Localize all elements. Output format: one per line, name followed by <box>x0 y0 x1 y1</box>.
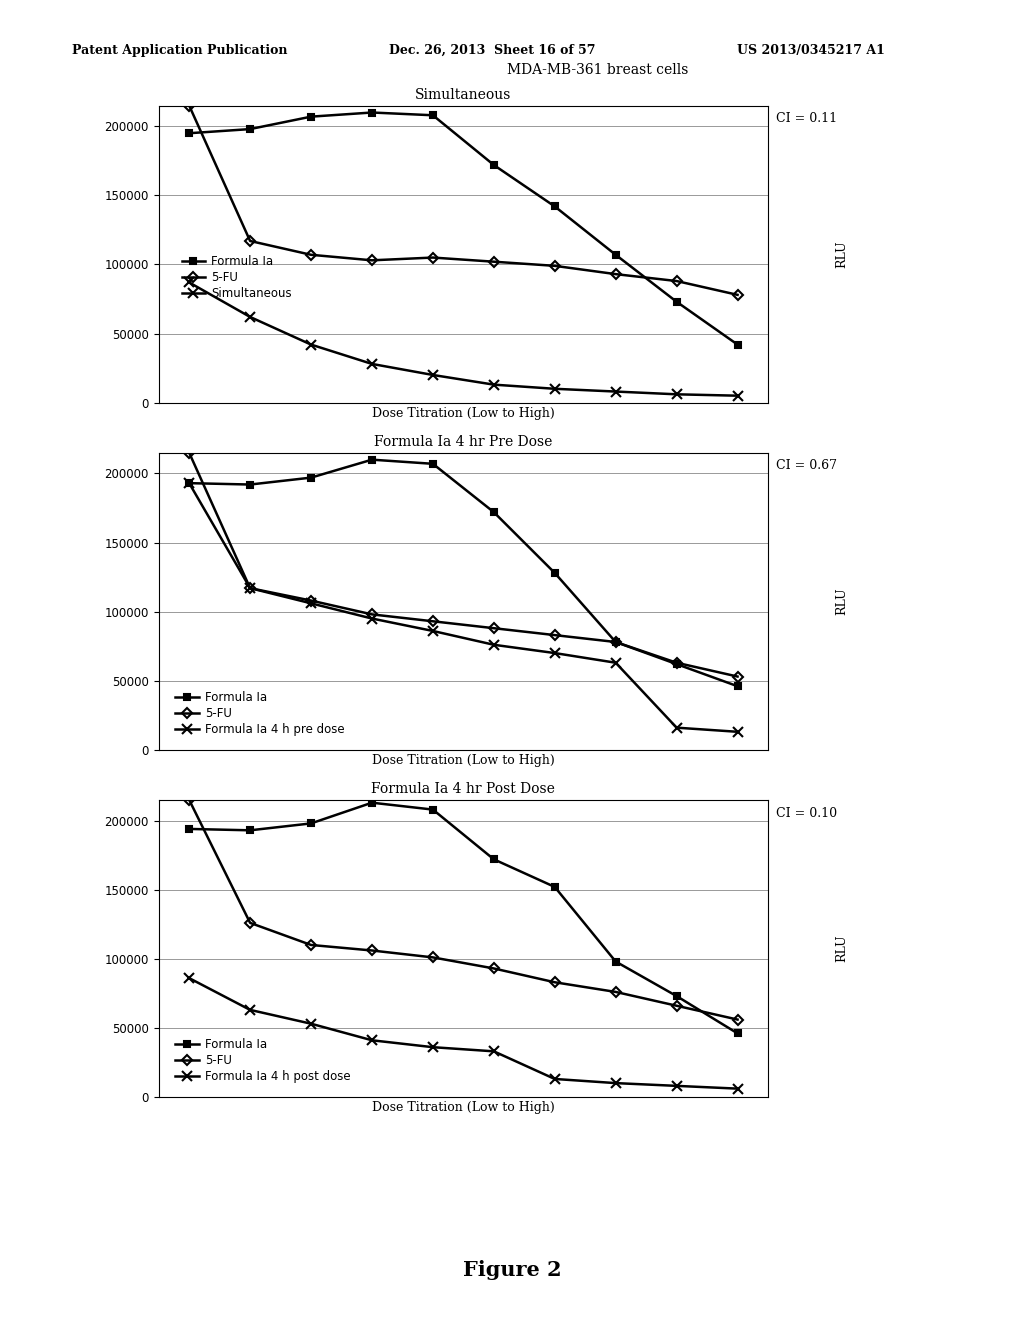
Title: Formula Ia 4 hr Pre Dose: Formula Ia 4 hr Pre Dose <box>374 434 553 449</box>
Text: Figure 2: Figure 2 <box>463 1259 561 1280</box>
Legend: Formula Ia, 5-FU, Formula Ia 4 h post dose: Formula Ia, 5-FU, Formula Ia 4 h post do… <box>171 1034 355 1088</box>
X-axis label: Dose Titration (Low to High): Dose Titration (Low to High) <box>372 754 555 767</box>
Text: Dec. 26, 2013  Sheet 16 of 57: Dec. 26, 2013 Sheet 16 of 57 <box>389 44 596 57</box>
Text: RLU: RLU <box>836 240 848 268</box>
Legend: Formula Ia, 5-FU, Formula Ia 4 h pre dose: Formula Ia, 5-FU, Formula Ia 4 h pre dos… <box>171 686 349 741</box>
X-axis label: Dose Titration (Low to High): Dose Titration (Low to High) <box>372 1101 555 1114</box>
Text: RLU: RLU <box>836 935 848 962</box>
Text: CI = 0.11: CI = 0.11 <box>776 112 838 125</box>
Text: RLU: RLU <box>836 587 848 615</box>
Text: US 2013/0345217 A1: US 2013/0345217 A1 <box>737 44 885 57</box>
Text: Patent Application Publication: Patent Application Publication <box>72 44 287 57</box>
Text: MDA-MB-361 breast cells: MDA-MB-361 breast cells <box>507 62 688 77</box>
Text: CI = 0.10: CI = 0.10 <box>776 807 838 820</box>
Title: Simultaneous: Simultaneous <box>415 87 512 102</box>
X-axis label: Dose Titration (Low to High): Dose Titration (Low to High) <box>372 407 555 420</box>
Text: CI = 0.67: CI = 0.67 <box>776 459 838 473</box>
Legend: Formula Ia, 5-FU, Simultaneous: Formula Ia, 5-FU, Simultaneous <box>177 251 296 305</box>
Title: Formula Ia 4 hr Post Dose: Formula Ia 4 hr Post Dose <box>372 781 555 796</box>
